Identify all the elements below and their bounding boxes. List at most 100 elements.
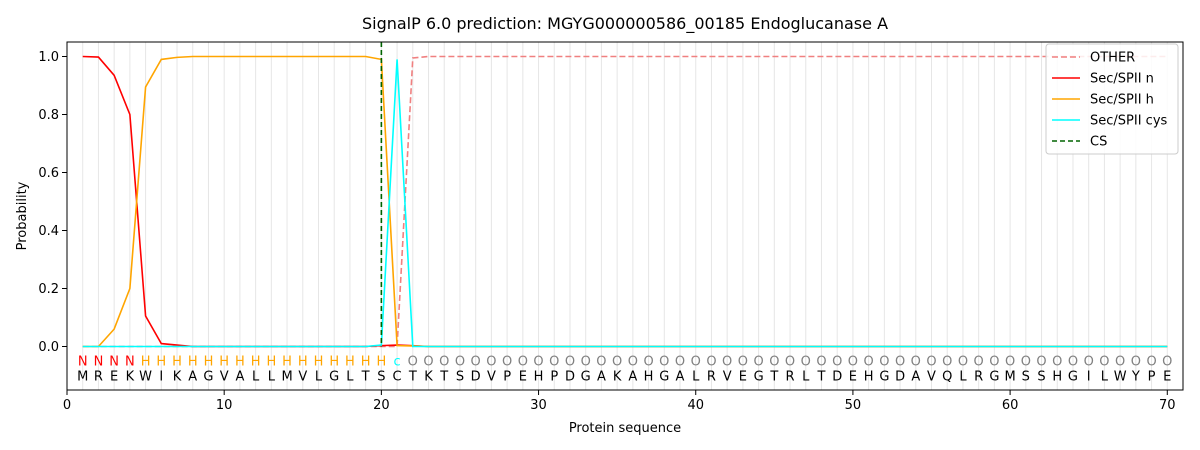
x-tick-label: 50 — [845, 398, 862, 413]
y-axis-ticks: 0.0 0.2 0.4 0.6 0.8 1.0 — [38, 50, 67, 355]
residue-letter: P — [1148, 370, 1156, 385]
region-label: H — [314, 355, 324, 370]
residue-letter: H — [644, 370, 654, 385]
residue-letter: D — [832, 370, 842, 385]
residue-letter: G — [329, 370, 339, 385]
x-tick-label: 60 — [1002, 398, 1019, 413]
residue-letter: L — [315, 370, 323, 385]
y-tick-label: 0.4 — [38, 224, 59, 239]
region-label: O — [596, 355, 606, 370]
x-tick-label: 0 — [63, 398, 71, 413]
sequence-labels: NMNRNENKHWHIHKHAHGHVHAHLHLHMHVHLHGHLHTHS… — [77, 355, 1172, 385]
region-label: O — [879, 355, 889, 370]
residue-letter: G — [879, 370, 889, 385]
region-label: H — [251, 355, 261, 370]
region-label: O — [628, 355, 638, 370]
residue-letter: V — [487, 370, 496, 385]
residue-letter: G — [1068, 370, 1078, 385]
residue-letter: G — [581, 370, 591, 385]
region-label: H — [172, 355, 182, 370]
region-label: O — [1131, 355, 1141, 370]
region-label: H — [141, 355, 151, 370]
residue-letter: S — [377, 370, 385, 385]
residue-letter: E — [849, 370, 857, 385]
residue-letter: L — [252, 370, 260, 385]
region-label: O — [911, 355, 921, 370]
x-axis-ticks: 0 10 20 30 40 50 60 70 — [63, 390, 1176, 413]
residue-letter: L — [268, 370, 276, 385]
residue-letter: H — [534, 370, 544, 385]
region-label: O — [816, 355, 826, 370]
region-label: O — [1115, 355, 1125, 370]
residue-letter: A — [676, 370, 685, 385]
series-lines — [82, 55, 1168, 348]
y-tick-label: 0.8 — [38, 108, 59, 123]
series-line-sec-spii-cys — [82, 59, 1168, 348]
residue-letter: E — [739, 370, 747, 385]
residue-letter: E — [1163, 370, 1171, 385]
region-label: O — [612, 355, 622, 370]
region-label: O — [926, 355, 936, 370]
legend-label: Sec/SPII n — [1090, 72, 1154, 87]
region-label: O — [1146, 355, 1156, 370]
region-label: O — [502, 355, 512, 370]
region-label: H — [376, 355, 386, 370]
region-label: H — [298, 355, 308, 370]
region-label: O — [706, 355, 716, 370]
region-label: O — [486, 355, 496, 370]
legend-label: Sec/SPII cys — [1090, 114, 1168, 129]
region-label: O — [423, 355, 433, 370]
legend-label: Sec/SPII h — [1090, 93, 1154, 108]
region-label: H — [361, 355, 371, 370]
region-label: O — [785, 355, 795, 370]
region-label: O — [565, 355, 575, 370]
residue-letter: Q — [942, 370, 952, 385]
region-label: O — [801, 355, 811, 370]
region-label: c — [394, 355, 401, 370]
region-label: H — [235, 355, 245, 370]
residue-letter: M — [281, 370, 292, 385]
residue-letter: P — [503, 370, 511, 385]
residue-letter: R — [707, 370, 716, 385]
legend-box — [1045, 43, 1179, 155]
y-tick-label: 0.2 — [38, 282, 59, 297]
residue-letter: R — [786, 370, 795, 385]
region-label: H — [156, 355, 166, 370]
residue-letter: M — [77, 370, 88, 385]
residue-letter: G — [989, 370, 999, 385]
residue-letter: W — [139, 370, 152, 385]
residue-letter: K — [173, 370, 182, 385]
region-label: O — [455, 355, 465, 370]
residue-letter: E — [519, 370, 527, 385]
residue-letter: K — [424, 370, 433, 385]
y-axis-title: Probability — [15, 181, 30, 250]
x-tick-label: 20 — [373, 398, 390, 413]
residue-letter: T — [817, 370, 826, 385]
residue-letter: T — [439, 370, 448, 385]
residue-letter: D — [565, 370, 575, 385]
region-label: O — [581, 355, 591, 370]
residue-letter: A — [188, 370, 197, 385]
residue-letter: I — [1087, 370, 1091, 385]
region-label: H — [345, 355, 355, 370]
region-label: O — [895, 355, 905, 370]
region-label: O — [738, 355, 748, 370]
region-label: N — [109, 355, 119, 370]
residue-letter: G — [754, 370, 764, 385]
residue-letter: V — [927, 370, 936, 385]
region-label: O — [958, 355, 968, 370]
region-label: O — [643, 355, 653, 370]
region-label: H — [204, 355, 214, 370]
region-label: O — [1036, 355, 1046, 370]
residue-letter: C — [393, 370, 402, 385]
region-label: O — [1052, 355, 1062, 370]
region-label: O — [691, 355, 701, 370]
region-label: O — [408, 355, 418, 370]
residue-letter: V — [220, 370, 229, 385]
x-tick-label: 40 — [687, 398, 704, 413]
residue-letter: V — [298, 370, 307, 385]
y-tick-label: 1.0 — [38, 50, 59, 65]
residue-letter: S — [1022, 370, 1030, 385]
region-label: H — [219, 355, 229, 370]
